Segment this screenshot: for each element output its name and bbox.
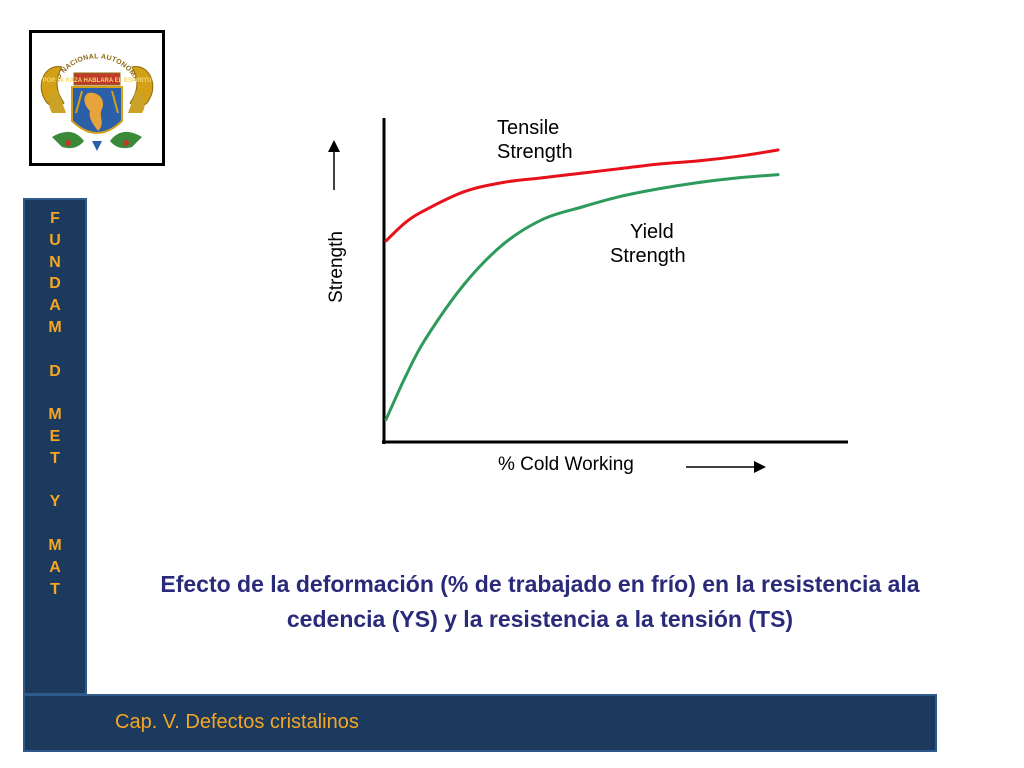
slide-caption: Efecto de la deformación (% de trabajado… xyxy=(160,571,920,632)
sidebar-letter: Y xyxy=(49,493,61,511)
series-label: Yield Strength xyxy=(610,221,686,267)
sidebar-letter: M xyxy=(48,406,62,424)
university-seal-icon: UNIVERSIDAD NACIONAL AUTONOMA DE MEXICO … xyxy=(29,28,154,151)
chart-svg: Strength % Cold Working Tensile Strength Y… xyxy=(326,117,848,475)
y-axis-label: Strength xyxy=(326,231,347,303)
data-point xyxy=(619,167,623,170)
sidebar-letter: M xyxy=(48,318,62,336)
data-point xyxy=(737,176,741,180)
y-axis-arrow-icon xyxy=(328,140,340,190)
data-point xyxy=(423,208,427,212)
data-point xyxy=(541,217,545,221)
series-line-tensile-strength xyxy=(384,148,779,242)
data-point xyxy=(658,162,662,166)
data-point xyxy=(423,337,427,341)
data-point xyxy=(698,159,702,163)
sidebar-letter: T xyxy=(50,580,60,598)
sidebar-letter: A xyxy=(49,297,61,315)
data-point xyxy=(541,176,545,180)
series-label: Tensile Strength xyxy=(497,117,573,163)
data-point xyxy=(580,205,584,209)
data-point xyxy=(698,180,702,184)
data-point xyxy=(776,148,780,152)
x-axis-label: % Cold Working xyxy=(498,454,634,475)
x-axis-arrow-icon xyxy=(686,461,766,473)
data-point xyxy=(404,220,408,224)
data-point xyxy=(776,173,780,177)
series-line-yield-strength xyxy=(384,173,779,421)
data-point xyxy=(384,418,388,422)
sidebar-letter: D xyxy=(49,275,61,293)
sidebar-letter: N xyxy=(49,253,61,271)
data-point xyxy=(737,154,741,158)
sidebar-letter: D xyxy=(49,362,61,380)
data-point xyxy=(580,171,584,175)
sidebar-letter: A xyxy=(49,558,61,576)
sidebar-letter: M xyxy=(48,536,62,554)
seal-motto: POR MI RAZA HABLARA EL ESPIRITU xyxy=(42,78,151,84)
data-point xyxy=(462,282,466,286)
data-point xyxy=(658,187,662,191)
data-point xyxy=(384,239,388,243)
sidebar-letter: E xyxy=(49,427,61,445)
sidebar-letter: U xyxy=(49,231,61,249)
data-point xyxy=(619,194,623,198)
strength-chart: Strength % Cold Working Tensile Strength Y… xyxy=(300,100,880,490)
university-logo: UNIVERSIDAD NACIONAL AUTONOMA DE MEXICO … xyxy=(29,28,165,166)
data-point xyxy=(502,180,506,184)
sidebar-letter: T xyxy=(50,449,60,467)
data-point xyxy=(462,190,466,194)
sidebar-letter: F xyxy=(50,210,60,227)
footer-chapter-title: Cap. V. Defectos cristalinos xyxy=(115,711,359,733)
footer-banner: Cap. V. Defectos cristalinos xyxy=(23,694,937,752)
data-point xyxy=(502,242,506,246)
data-point xyxy=(404,374,408,378)
